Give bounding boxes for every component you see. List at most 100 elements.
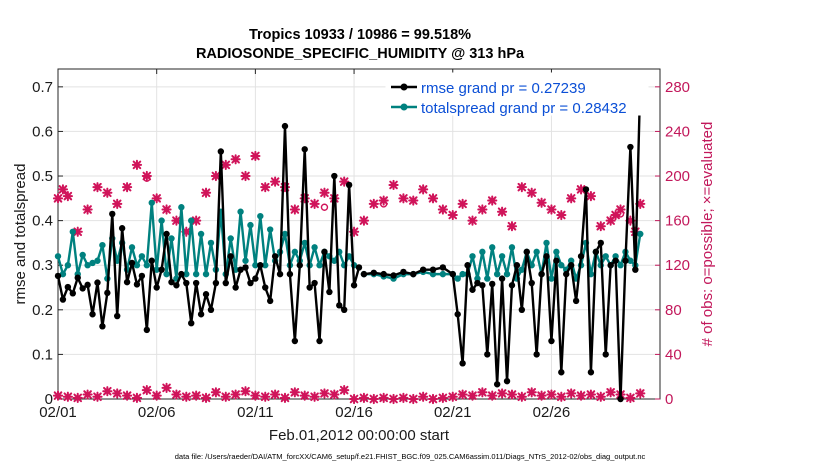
obs-evaluated-lower-point-12: [171, 389, 182, 400]
obs-evaluated-lower-point-52: [566, 388, 577, 399]
totalspread-late-point-42: [612, 253, 619, 260]
rmse-late-point-43: [617, 395, 624, 403]
obs-evaluated-lower-series: [52, 382, 646, 405]
totalspread-point-8: [94, 257, 101, 264]
rmse-late-point-33: [567, 262, 575, 269]
totalspread-late-point-15: [479, 248, 486, 256]
obs-evaluated-lower-point-7: [121, 390, 133, 401]
y-left-tick-label-7: 0.7: [32, 79, 53, 96]
rmse-point-61: [355, 264, 363, 271]
legend-totalspread-label: totalspread grand pr = 0.28432: [421, 100, 627, 117]
obs-evaluated-upper-point-20: [240, 170, 251, 182]
totalspread-point-26: [183, 270, 190, 278]
totalspread-point-15: [128, 244, 136, 251]
totalspread-late-point-18: [493, 270, 501, 278]
obs-evaluated-lower-point-5: [102, 386, 113, 397]
obs-evaluated-upper-point-9: [131, 159, 143, 170]
obs-evaluated-upper-point-41: [447, 209, 458, 221]
rmse-point-59: [345, 181, 353, 189]
totalspread-late-point-10: [454, 275, 461, 282]
obs-evaluated-lower-point-2: [72, 392, 83, 403]
rmse-late-point-41: [607, 262, 614, 269]
obs-evaluated-upper-point-16: [200, 187, 212, 198]
totalspread-point-38: [242, 257, 249, 264]
rmse-point-27: [188, 319, 195, 327]
obs-evaluated-upper-point-32: [358, 215, 370, 226]
obs-evaluated-upper-point-28: [319, 187, 330, 198]
totalspread-point-56: [331, 257, 338, 264]
totalspread-point-39: [247, 221, 254, 229]
obs-evaluated-upper-point-3: [72, 226, 83, 237]
totalspread-late-point-45: [627, 257, 634, 264]
totalspread-point-42: [262, 262, 269, 269]
obs-evaluated-lower-point-32: [368, 393, 379, 405]
rmse-point-45: [276, 270, 284, 278]
obs-evaluated-upper-point-45: [487, 195, 498, 206]
totalspread-point-17: [138, 253, 146, 260]
obs-evaluated-lower-point-11: [161, 382, 172, 393]
obs-evaluated-upper-point-36: [398, 193, 409, 204]
rmse-point-35: [227, 253, 234, 260]
obs-evaluated-upper-point-46: [496, 206, 508, 217]
rmse-point-40: [252, 275, 259, 282]
totalspread-point-23: [168, 235, 175, 242]
totalspread-late-point-31: [558, 262, 565, 269]
totalspread-point-20: [153, 266, 160, 273]
rmse-late-point-15: [479, 282, 486, 289]
totalspread-point-41: [257, 212, 264, 220]
obs-evaluated-lower-point-22: [270, 389, 281, 400]
rmse-point-31: [207, 306, 215, 314]
footer-data-file: data file: /Users/raeder/DAI/ATM_forcXX/…: [175, 452, 646, 461]
y-right-tick-label-4: 160: [665, 213, 690, 230]
totalspread-late-point-11: [459, 270, 466, 278]
y-left-tick-labels: 0 0.1 0.2 0.3 0.4 0.5 0.6 0.7: [32, 79, 53, 408]
rmse-point-19: [148, 257, 155, 264]
rmse-late-point-31: [558, 369, 565, 376]
obs-evaluated-upper-point-27: [309, 198, 320, 209]
totalspread-point-35: [227, 235, 234, 242]
obs-evaluated-upper-point-57: [605, 215, 616, 226]
rmse-late-point-6: [419, 266, 427, 273]
rmse-point-12: [114, 312, 121, 320]
legend-rmse-label: rmse grand pr = 0.27239: [421, 80, 586, 97]
rmse-late-point-37: [587, 369, 595, 376]
totalspread-late-point-28: [543, 239, 550, 247]
y-right-tick-label-0: 0: [665, 391, 673, 408]
rmse-late-point-18: [493, 381, 501, 388]
rmse-late-point-44: [622, 257, 629, 264]
y-left-tick-label-2: 0.2: [32, 302, 53, 319]
rmse-late-point-19: [498, 275, 506, 282]
obs-evaluated-lower-point-40: [447, 391, 458, 402]
rmse-late-point-8: [439, 264, 447, 271]
obs-evaluated-lower-point-25: [299, 390, 310, 401]
obs-evaluated-upper-point-18: [220, 159, 231, 170]
obs-evaluated-upper-point-5: [92, 182, 103, 193]
totalspread-point-31: [207, 239, 215, 247]
obs-evaluated-lower-point-3: [82, 389, 93, 400]
totalspread-late-point-33: [567, 257, 575, 264]
obs-evaluated-upper-point-0: [52, 193, 64, 204]
totalspread-late-point-14: [474, 275, 481, 282]
totalspread-point-30: [202, 270, 210, 278]
rmse-late-point-30: [553, 257, 560, 264]
obs-evaluated-lower-point-37: [418, 391, 429, 402]
totalspread-point-6: [84, 262, 91, 269]
rmse-late-point-5: [410, 270, 417, 278]
obs-evaluated-upper-point-39: [427, 193, 439, 204]
obs-evaluated-upper-point-12: [161, 204, 172, 215]
totalspread-point-7: [89, 259, 96, 267]
rmse-point-17: [138, 272, 146, 280]
obs-evaluated-lower-point-38: [427, 393, 439, 405]
totalspread-point-53: [316, 262, 323, 269]
totalspread-late-point-8: [439, 270, 447, 278]
y-axis-right-label: # of obs: o=possible; ×=evaluated: [699, 122, 716, 347]
rmse-late-point-7: [429, 266, 437, 273]
obs-evaluated-lower-point-51: [556, 391, 567, 402]
obs-evaluated-lower-point-16: [210, 387, 222, 398]
y-right-tick-label-5: 200: [665, 168, 690, 185]
obs-evaluated-upper-point-15: [191, 215, 202, 226]
obs-evaluated-lower-point-15: [200, 392, 212, 403]
rmse-point-38: [242, 264, 249, 271]
y-left-tick-label-3: 0.3: [32, 257, 53, 274]
totalspread-point-40: [252, 262, 259, 269]
